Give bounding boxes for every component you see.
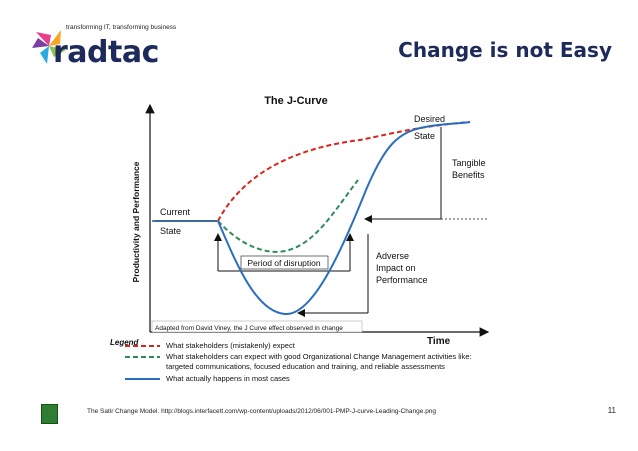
page-number: 11 — [607, 406, 616, 415]
adverse-impact-label: Adverse — [376, 251, 409, 261]
current-state-label: Current — [160, 207, 191, 217]
adverse-impact-label-2: Impact on — [376, 263, 416, 273]
tangible-benefits-label: Tangible — [452, 158, 486, 168]
tagline: transforming IT, transforming business — [66, 24, 177, 31]
radtac-logo — [30, 26, 68, 66]
disruption-label-box — [240, 255, 329, 270]
slide-title: Change is not Easy — [398, 38, 612, 62]
attribution-box — [151, 320, 363, 333]
period-of-disruption-label: Period of disruption — [247, 258, 321, 268]
y-axis-label: Productivity and Performance — [131, 161, 141, 282]
pinwheel-icon — [32, 30, 66, 64]
tangible-benefits-label-2: Benefits — [452, 170, 485, 180]
adverse-impact-label-3: Performance — [376, 275, 428, 285]
wordmark: radtac — [53, 35, 159, 70]
diagram-title: The J-Curve — [264, 95, 328, 107]
actual-curve — [217, 121, 471, 316]
ocm-curve — [217, 179, 359, 253]
legend-item-expect: What stakeholders (mistakenly) expect — [166, 341, 296, 350]
desired-state-label-2: State — [414, 131, 435, 141]
attribution: Adapted from David Viney, the J Curve ef… — [155, 325, 343, 332]
legend-item-actual: What actually happens in most cases — [166, 374, 290, 383]
current-state-label-2: State — [160, 226, 181, 236]
satir-logo-icon — [41, 404, 58, 424]
legend-item-ocm: What stakeholders can expect with good O… — [166, 352, 472, 361]
x-axis-label: Time — [427, 336, 451, 347]
footer-source: The Satir Change Model. http://blogs.int… — [87, 408, 437, 415]
desired-state-label: Desired — [414, 114, 445, 124]
legend-item-ocm-2: targeted communications, focused educati… — [166, 362, 445, 371]
legend-title: Legend — [110, 338, 140, 347]
